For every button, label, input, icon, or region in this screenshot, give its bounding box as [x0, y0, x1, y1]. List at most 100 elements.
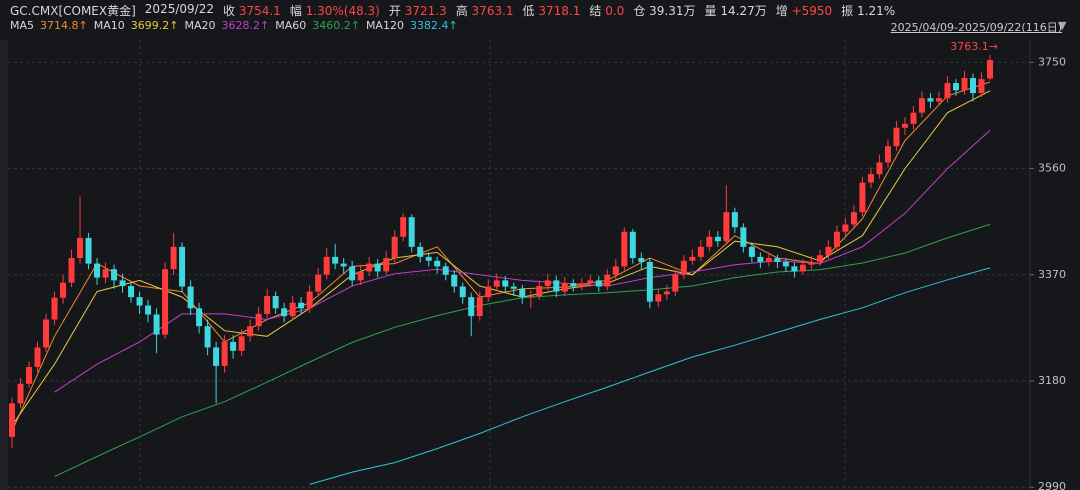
quote-value: 1.21% [857, 4, 896, 18]
candle-body [315, 274, 322, 292]
candle-body [323, 256, 330, 275]
candle-body [714, 236, 721, 242]
y-tick-label: 3370 [1038, 268, 1066, 281]
range-dropdown[interactable]: ▼ [1058, 19, 1067, 32]
quote-value: 14.27万 [720, 4, 767, 18]
candle-body [927, 98, 934, 102]
candle-body [638, 258, 645, 262]
quote-label: 收 [222, 4, 235, 18]
candle-body [468, 297, 475, 317]
quote-label: 低 [522, 4, 535, 18]
date-range[interactable]: 2025/04/09-2025/09/22(116日) [890, 21, 1062, 34]
legend-name: MA10 [93, 19, 125, 32]
candle-body [502, 280, 509, 287]
candle-body [952, 83, 959, 91]
candle-body [26, 367, 33, 384]
candle-body [519, 288, 526, 298]
candle-body [799, 264, 806, 272]
candle-body [706, 236, 713, 247]
legend-value: 3382.4↑ [409, 19, 458, 32]
candle-body [816, 255, 823, 262]
candle-body [153, 314, 160, 335]
candle-body [170, 246, 177, 270]
candle-body [578, 283, 585, 287]
quote-label: 增 [775, 4, 788, 18]
candle-body [213, 347, 220, 366]
quote-label: 高 [455, 4, 468, 18]
candle-body [527, 296, 534, 298]
ma-line [11, 81, 991, 432]
candle-body [289, 302, 296, 317]
candle-body [408, 217, 415, 247]
candle-body [595, 280, 602, 287]
candle-body [757, 256, 764, 262]
candle-body [646, 261, 653, 302]
legend-value: 3699.2↑ [130, 19, 179, 32]
ma-line [11, 90, 991, 426]
candle-body [663, 291, 670, 295]
candle-body [536, 285, 543, 297]
candle-body [672, 274, 679, 292]
candle-body [400, 217, 407, 237]
candle-body [332, 256, 339, 264]
candle-body [51, 297, 58, 320]
candle-body [740, 227, 747, 247]
ma-line [54, 130, 991, 393]
candle-body [774, 258, 781, 262]
candle-body [612, 266, 619, 275]
legend-value: 3628.2↑ [221, 19, 270, 32]
ma-legend: MA5 3714.8↑ MA10 3699.2↑ MA20 3628.2↑ MA60 3460… [10, 19, 458, 32]
candle-body [17, 383, 24, 404]
candle-body [570, 283, 577, 287]
candle-body [298, 302, 305, 309]
candle-body [748, 246, 755, 257]
candle-body [187, 286, 194, 309]
quote-label: 开 [388, 4, 401, 18]
candle-body [867, 174, 874, 183]
quote-label: 幅 [289, 4, 302, 18]
candle-body [434, 260, 441, 267]
high-marker: 3763.1→ [950, 40, 998, 53]
candle-body [442, 266, 449, 275]
quote-value: 39.31万 [649, 4, 696, 18]
y-tick-label: 3180 [1038, 374, 1066, 387]
quote-item: 仓 39.31万 [633, 2, 695, 19]
quote-item: 开 3721.3 [389, 2, 447, 19]
quote-item: 量 14.27万 [705, 2, 767, 19]
candle-body [910, 112, 917, 124]
candle-body [357, 271, 364, 281]
quote-value: +5950 [791, 4, 833, 18]
quote-bar: GC.CMX[COMEX黄金] 2025/09/22 收 3754.1 幅 1.3… [10, 2, 895, 19]
quote-label: 仓 [633, 4, 646, 18]
quote-label: 振 [841, 4, 854, 18]
quote-label: 量 [704, 4, 717, 18]
candle-body [264, 296, 271, 314]
candle-body [255, 313, 262, 327]
candle-body [604, 274, 611, 287]
candle-body [918, 98, 925, 113]
candle-body [876, 162, 883, 175]
candle-body [935, 98, 942, 102]
candle-body [476, 297, 483, 317]
candle-body [859, 182, 866, 213]
legend-name: MA20 [184, 19, 216, 32]
candle-body [281, 308, 288, 317]
candle-body [179, 246, 186, 287]
quote-value: 3718.1 [538, 4, 581, 18]
candle-body [791, 266, 798, 272]
ma-line [309, 267, 991, 485]
candle-body [655, 294, 662, 302]
y-tick-label: 2990 [1038, 480, 1066, 490]
quote-item: 幅 1.30%(48.3) [290, 2, 380, 19]
candle-body [544, 280, 551, 286]
ma-line [54, 223, 991, 478]
candle-body [961, 78, 968, 91]
candle-body [561, 283, 568, 292]
candle-body [68, 258, 75, 283]
candle-body [340, 263, 347, 267]
date: 2025/09/22 [144, 2, 214, 16]
candle-body [629, 231, 636, 259]
quote-value: 3763.1 [471, 4, 514, 18]
candle-body [85, 237, 92, 264]
